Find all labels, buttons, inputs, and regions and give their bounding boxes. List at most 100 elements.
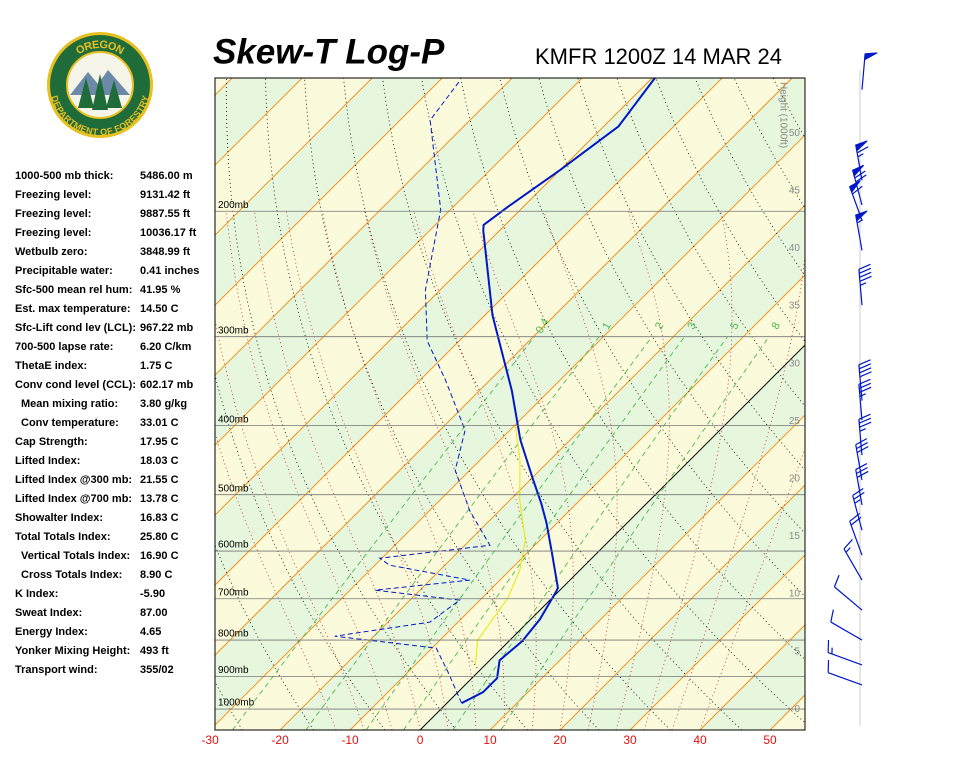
index-value: 17.95 C [140, 436, 179, 448]
temperature-band [215, 78, 805, 726]
x-tick-label: 0 [417, 733, 424, 747]
wind-barb-staff [858, 413, 872, 456]
index-value: 0.41 inches [140, 265, 199, 277]
wind-barb [833, 574, 863, 611]
wind-barb-pennant [855, 210, 868, 222]
isotherm [349, 274, 805, 730]
chart-subtitle: KMFR 1200Z 14 MAR 24 [535, 44, 782, 69]
sounding-line [474, 424, 526, 665]
mixing-ratio-line [305, 336, 600, 730]
y-tick-label: 900mb [218, 665, 249, 676]
index-label: Lifted Index @700 mb: [15, 493, 132, 505]
logo: OREGON DEPARTMENT OF FORESTRY [47, 32, 153, 138]
x-tick-label: -30 [201, 733, 219, 747]
y2-tick-label: 10 [789, 589, 801, 600]
wind-barb [855, 463, 869, 506]
wind-barb-staff [858, 359, 872, 401]
wind-barb [858, 413, 872, 456]
chart-title: Skew-T Log-P [213, 32, 445, 71]
index-value: 18.03 C [140, 455, 179, 467]
wind-barb-pennant [855, 140, 868, 152]
mixing-ratio-line [403, 336, 685, 730]
moist-adiabat [643, 211, 733, 730]
wind-barb [855, 438, 869, 481]
isotherm [910, 78, 960, 730]
y2-tick-label: 20 [789, 474, 801, 485]
wind-barb-staff [858, 263, 872, 306]
x-tick-label: 20 [553, 733, 567, 747]
wind-barb-staff [833, 574, 863, 611]
index-label: Cap Strength: [15, 436, 88, 448]
isotherm [215, 78, 513, 376]
isotherm [489, 414, 805, 730]
wind-barb-pennant [849, 180, 861, 194]
isotherm [629, 554, 805, 730]
index-value: -5.90 [140, 588, 165, 600]
y-tick-label: 300mb [218, 325, 249, 336]
mixing-ratio-line [365, 336, 653, 730]
isotherm [215, 78, 723, 586]
wind-barb [858, 263, 872, 306]
wind-barb [852, 164, 867, 206]
index-label: Freezing level: [15, 227, 91, 239]
index-value: 14.50 C [140, 303, 179, 315]
wind-barb [858, 378, 872, 421]
index-value: 8.90 C [140, 569, 172, 581]
y2-tick-label: 15 [789, 531, 801, 542]
index-value: 33.01 C [140, 417, 179, 429]
wind-barb [843, 539, 863, 581]
index-value: 4.65 [140, 626, 161, 638]
index-value: 25.80 C [140, 531, 179, 543]
index-value: 3.80 g/kg [140, 398, 187, 410]
temperature-band [910, 78, 960, 730]
wind-barb [849, 513, 863, 556]
index-value: 10036.17 ft [140, 227, 197, 239]
y2-tick-label: 5 [794, 646, 800, 657]
moist-adiabat [215, 431, 337, 730]
index-value: 13.78 C [140, 493, 179, 505]
logo-trees [78, 74, 122, 110]
index-value: 9887.55 ft [140, 208, 190, 220]
wind-barb [855, 140, 869, 181]
index-label: Freezing level: [15, 189, 91, 201]
isotherm [419, 344, 805, 730]
wind-barb-staff [855, 463, 869, 506]
plot-foreground: 200mb 300mb 400mb 500mb 600mb 700mb 800mb 900mb… [201, 82, 805, 747]
x-tick-label: -20 [271, 733, 289, 747]
isotherm [279, 204, 805, 730]
isotherm [215, 78, 653, 516]
index-label: Freezing level: [15, 208, 91, 220]
isotherm [215, 78, 793, 656]
y2-tick-label: 35 [789, 301, 801, 312]
mixing-ratio-line [500, 336, 770, 730]
y2-tick-label: 40 [789, 243, 801, 254]
wind-barb-pennant [864, 52, 878, 61]
y2-tick-label: 45 [789, 186, 801, 197]
index-label: Conv temperature: [21, 417, 119, 429]
index-value: 602.17 mb [140, 379, 193, 391]
index-value: 16.90 C [140, 550, 179, 562]
mixing-ratio-label: 5 [728, 320, 741, 331]
index-value: 1.75 C [140, 360, 172, 372]
isotherm [559, 484, 805, 730]
y2-tick-label: 25 [789, 416, 801, 427]
index-label: Total Totals Index: [15, 531, 111, 543]
index-label: Showalter Index: [15, 512, 103, 524]
index-label: Lifted Index @300 mb: [15, 474, 132, 486]
wind-barb [830, 609, 863, 641]
index-label: Conv cond level (CCL): [15, 379, 136, 391]
y2-tick-label: 0 [794, 704, 800, 715]
wind-barb-staff [858, 378, 872, 421]
dry-adiabat [812, 78, 960, 730]
wind-barb-staff [855, 438, 869, 481]
index-label: Est. max temperature: [15, 303, 131, 315]
index-value: 3848.99 ft [140, 246, 190, 258]
y-tick-label: 600mb [218, 540, 249, 551]
index-label: Yonker Mixing Height: [15, 645, 130, 657]
wind-barb [852, 488, 865, 531]
wind-barb [855, 210, 868, 251]
y-tick-label: 700mb [218, 587, 249, 598]
wind-barb-staff [830, 609, 863, 641]
index-value: 6.20 C/km [140, 341, 192, 353]
